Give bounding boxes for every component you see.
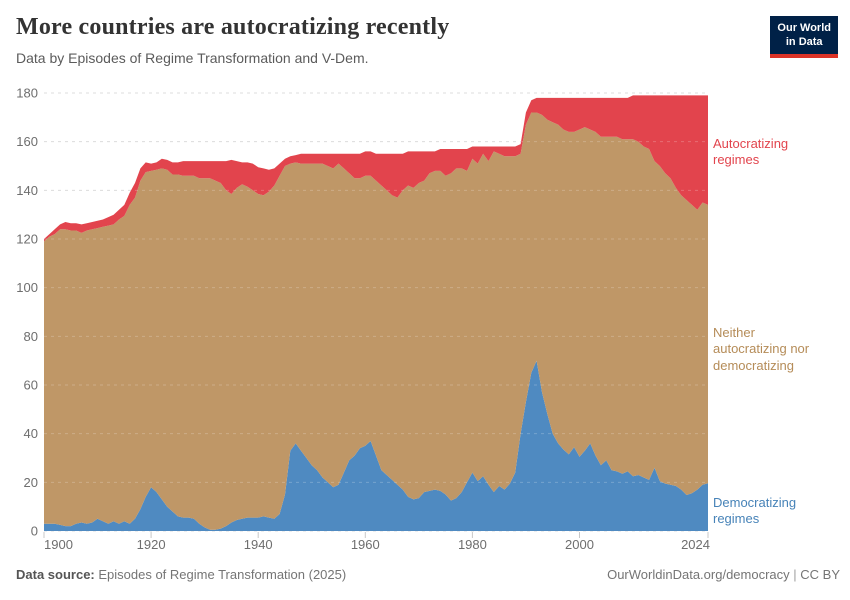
owid-credit-link[interactable]: OurWorldinData.org/democracy <box>607 567 790 582</box>
area-neither[interactable] <box>44 112 708 530</box>
page-title: More countries are autocratizing recentl… <box>16 14 450 40</box>
y-axis-label-160: 160 <box>16 134 38 149</box>
license-label: CC BY <box>800 567 840 582</box>
y-axis-label-100: 100 <box>16 280 38 295</box>
x-axis-label-1960: 1960 <box>351 537 380 552</box>
x-axis-label-2024: 2024 <box>681 537 710 552</box>
y-axis-label-0: 0 <box>31 524 38 539</box>
x-axis-label-1940: 1940 <box>244 537 273 552</box>
credit-note: OurWorldinData.org/democracy | CC BY <box>607 567 840 582</box>
owid-logo-line1: Our World <box>777 22 831 34</box>
y-axis-label-20: 20 <box>24 475 38 490</box>
y-axis-label-40: 40 <box>24 426 38 441</box>
y-axis-label-180: 180 <box>16 86 38 101</box>
legend-democratizing-label: Democratizing regimes <box>713 495 797 527</box>
y-axis-label-80: 80 <box>24 329 38 344</box>
x-axis-label-2000: 2000 <box>565 537 594 552</box>
area-democratizing[interactable] <box>44 360 708 531</box>
data-source-value: Episodes of Regime Transformation (2025) <box>94 567 347 582</box>
y-axis-label-60: 60 <box>24 378 38 393</box>
legend-neither-label: Neither autocratizing nor democratizing <box>713 325 810 373</box>
x-axis-label-1900: 1900 <box>44 537 73 552</box>
legend-autocratizing-label: Autocratizing regimes <box>713 136 789 168</box>
chart-subtitle: Data by Episodes of Regime Transformatio… <box>16 50 369 66</box>
data-source-note: Data source: Episodes of Regime Transfor… <box>16 567 346 582</box>
y-axis-label-120: 120 <box>16 232 38 247</box>
x-axis-label-1920: 1920 <box>137 537 166 552</box>
area-autocratizing[interactable] <box>44 95 708 242</box>
y-axis-label-140: 140 <box>16 183 38 198</box>
credit-divider: | <box>789 567 801 582</box>
owid-logo[interactable]: Our World in Data <box>770 16 838 58</box>
owid-logo-line2: in Data <box>785 36 823 49</box>
x-axis-label-1980: 1980 <box>458 537 487 552</box>
data-source-label: Data source: <box>16 567 95 582</box>
